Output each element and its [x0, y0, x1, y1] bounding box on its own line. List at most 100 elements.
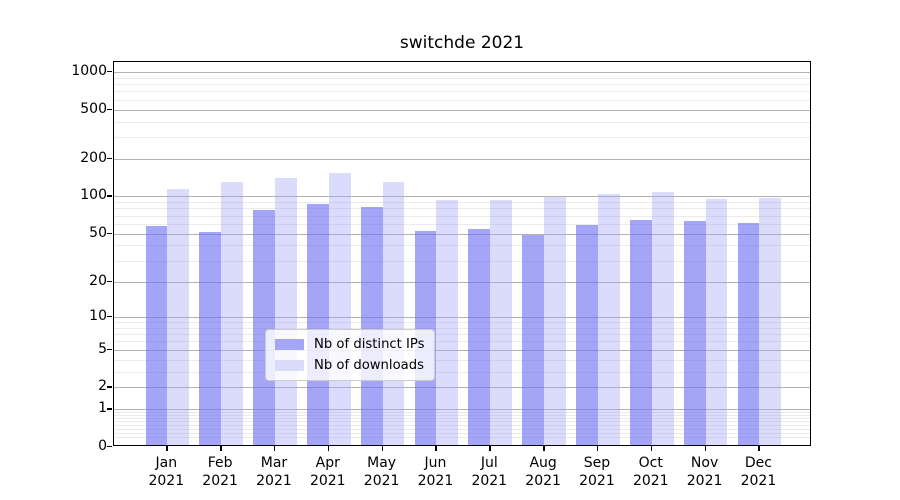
x-tick-mark — [650, 446, 653, 451]
bar-downloads-may — [382, 182, 405, 445]
bar-downloads-nov — [705, 198, 728, 445]
y-tick-label: 100 — [80, 187, 107, 204]
y-tick-label: 20 — [89, 272, 107, 289]
bar-ips-apr — [306, 203, 329, 445]
minor-gridline — [114, 371, 810, 373]
bar-downloads-jan — [167, 189, 190, 445]
bar-ips-jul — [468, 229, 491, 445]
major-gridline — [114, 409, 810, 411]
y-tick-mark — [107, 195, 112, 197]
bar-downloads-oct — [651, 192, 674, 445]
major-gridline — [114, 349, 810, 351]
minor-gridline — [114, 341, 810, 343]
minor-gridline — [114, 327, 810, 329]
y-tick-label: 500 — [80, 100, 107, 117]
minor-gridline — [114, 91, 810, 93]
x-tick-mark — [489, 446, 491, 451]
major-gridline — [114, 387, 810, 389]
y-tick-mark — [107, 108, 112, 110]
x-tick-label-mar: Mar 2021 — [256, 455, 292, 489]
minor-gridline — [114, 245, 810, 247]
x-tick-mark — [435, 446, 437, 451]
x-tick-mark — [166, 446, 168, 451]
bar-ips-nov — [683, 220, 706, 445]
minor-gridline — [114, 215, 810, 217]
legend-label: Nb of downloads — [314, 358, 424, 373]
x-tick-label-nov: Nov 2021 — [686, 455, 723, 489]
major-gridline — [114, 196, 810, 198]
bar-downloads-jun — [436, 200, 459, 445]
minor-gridline — [114, 223, 810, 225]
major-gridline — [114, 316, 810, 318]
major-gridline — [114, 281, 810, 283]
legend-swatch-downloads — [275, 360, 304, 371]
major-gridline — [114, 233, 810, 235]
minor-gridline — [114, 432, 810, 434]
major-gridline — [114, 109, 810, 111]
legend-item: Nb of downloads — [275, 358, 425, 373]
minor-gridline — [114, 208, 810, 210]
y-tick-label: 50 — [89, 224, 107, 241]
x-tick-label-sep: Sep 2021 — [579, 455, 615, 489]
x-tick-mark — [704, 446, 706, 451]
plot-area — [113, 61, 811, 446]
x-tick-label-jun: Jun 2021 — [417, 455, 454, 489]
x-tick-label-oct: Oct 2021 — [632, 455, 669, 489]
minor-gridline — [114, 415, 810, 417]
minor-gridline — [114, 412, 810, 414]
major-gridline — [114, 159, 810, 161]
minor-gridline — [114, 322, 810, 323]
bar-downloads-apr — [328, 173, 351, 445]
y-tick-mark — [107, 446, 112, 448]
minor-gridline — [114, 77, 810, 79]
legend-label: Nb of distinct IPs — [314, 337, 425, 352]
y-tick-mark — [107, 386, 112, 388]
bar-downloads-jul — [490, 200, 513, 445]
legend: Nb of distinct IPs Nb of downloads — [265, 329, 435, 381]
minor-gridline — [114, 121, 810, 123]
y-tick-label: 1000 — [71, 62, 107, 79]
bar-downloads-sep — [597, 194, 620, 445]
x-tick-label-may: May 2021 — [363, 455, 400, 489]
bar-downloads-mar — [274, 177, 297, 445]
y-tick-mark — [107, 232, 112, 234]
x-tick-mark — [220, 446, 222, 451]
minor-gridline — [114, 334, 810, 336]
minor-gridline — [114, 437, 810, 439]
minor-gridline — [114, 424, 810, 426]
x-tick-label-feb: Feb 2021 — [202, 455, 238, 489]
bar-ips-feb — [199, 231, 222, 445]
y-tick-mark — [107, 348, 112, 351]
bar-ips-may — [360, 207, 383, 445]
x-tick-label-jul: Jul 2021 — [471, 455, 508, 489]
bar-downloads-feb — [221, 182, 243, 445]
y-tick-mark — [107, 280, 112, 283]
minor-gridline — [114, 260, 810, 262]
y-tick-mark — [107, 158, 112, 160]
minor-gridline — [114, 99, 810, 101]
bar-downloads-dec — [759, 198, 782, 445]
x-tick-mark — [327, 446, 330, 451]
bar-ips-aug — [522, 234, 545, 445]
y-tick-label: 1 — [98, 400, 107, 417]
major-gridline — [114, 71, 810, 73]
y-tick-mark — [107, 315, 112, 318]
y-tick-label: 5 — [98, 340, 107, 357]
minor-gridline — [114, 202, 810, 204]
minor-gridline — [114, 84, 810, 86]
x-tick-mark — [758, 446, 760, 451]
x-tick-mark — [381, 446, 383, 451]
y-tick-mark — [107, 70, 112, 73]
minor-gridline — [114, 137, 810, 139]
x-tick-label-jan: Jan 2021 — [148, 455, 185, 489]
bar-ips-jan — [145, 226, 168, 445]
y-tick-mark — [107, 408, 112, 410]
x-tick-mark — [596, 446, 599, 451]
legend-item: Nb of distinct IPs — [275, 337, 425, 352]
x-tick-label-apr: Apr 2021 — [309, 455, 346, 489]
x-tick-label-aug: Aug 2021 — [525, 455, 561, 489]
x-tick-mark — [543, 446, 545, 451]
y-tick-label: 2 — [98, 378, 107, 395]
minor-gridline — [114, 418, 810, 420]
bar-ips-dec — [737, 222, 760, 445]
